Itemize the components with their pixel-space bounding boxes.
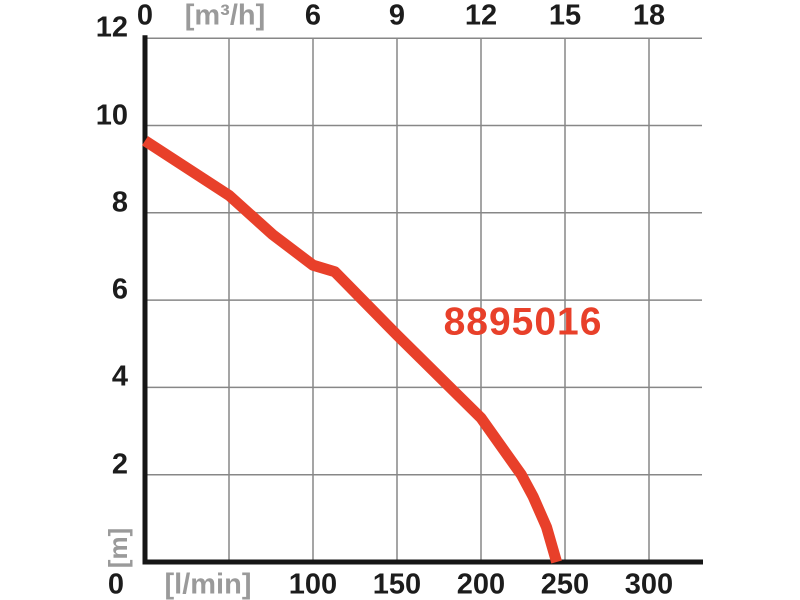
top-axis-tick-label: 9 xyxy=(388,0,406,32)
bottom-axis-tick-label: 150 xyxy=(372,568,422,600)
bottom-axis-unit-label: [l/min] xyxy=(164,568,252,600)
bottom-axis-tick-label: 250 xyxy=(540,568,590,600)
top-axis-tick-label: 0 xyxy=(136,0,154,32)
bottom-axis-tick-label: 300 xyxy=(624,568,674,600)
top-axis-unit-label: [m³/h] xyxy=(184,0,266,32)
bottom-axis-tick-label: 0 xyxy=(107,568,125,600)
top-axis-tick-label: 15 xyxy=(548,0,582,32)
top-axis-tick-label: 12 xyxy=(464,0,498,32)
bottom-axis-tick-label: 200 xyxy=(456,568,506,600)
left-axis-unit-label: [m] xyxy=(103,527,133,569)
left-axis-tick-label: 4 xyxy=(111,360,128,393)
series-model-number-label: 8895016 xyxy=(443,300,603,344)
bottom-axis-tick-label: 100 xyxy=(288,568,338,600)
left-axis-tick-label: 8 xyxy=(111,186,128,219)
pump-performance-curve xyxy=(142,136,562,564)
left-axis-tick-label: 6 xyxy=(111,273,128,306)
top-axis-tick-label: 6 xyxy=(304,0,322,32)
left-axis-tick-label: 12 xyxy=(95,11,128,44)
left-axis-tick-label: 10 xyxy=(95,99,128,131)
left-axis-tick-label: 2 xyxy=(111,448,128,481)
top-axis-tick-label: 18 xyxy=(632,0,666,32)
